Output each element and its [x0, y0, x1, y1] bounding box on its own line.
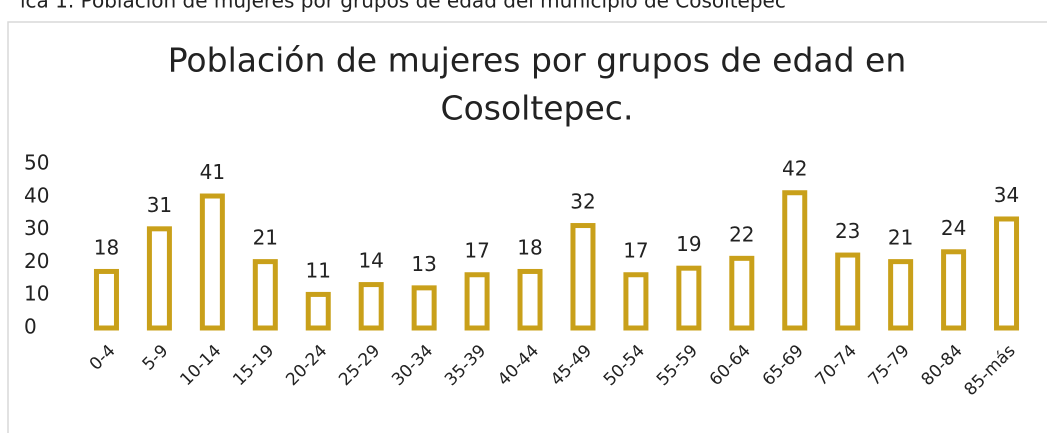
bar	[199, 193, 225, 331]
x-tick-label: 25-29	[335, 341, 384, 390]
bar	[570, 223, 596, 331]
bar	[994, 216, 1020, 331]
value-label: 14	[358, 249, 383, 273]
bar	[517, 268, 543, 331]
x-tick-label: 55-59	[653, 341, 702, 390]
value-label: 13	[411, 252, 436, 276]
bar	[888, 259, 914, 331]
value-label: 19	[676, 232, 701, 256]
chart-title: Población de mujeres por grupos de edad …	[168, 41, 907, 80]
x-tick-label: 10-14	[176, 341, 225, 390]
value-label: 21	[888, 226, 913, 250]
x-tick-label: 75-79	[865, 341, 914, 390]
x-tick-label: 20-24	[282, 341, 331, 390]
bar	[835, 252, 861, 331]
bar	[93, 268, 119, 331]
x-tick-label: 50-54	[600, 341, 649, 390]
x-tick-label: 15-19	[229, 341, 278, 390]
y-tick-label: 50	[24, 151, 49, 175]
value-label: 42	[782, 157, 807, 181]
chart-title: Cosoltepec.	[441, 89, 634, 128]
value-label: 31	[147, 193, 172, 217]
bar	[729, 255, 755, 331]
value-label: 23	[835, 219, 860, 243]
x-tick-label: 30-34	[388, 341, 437, 390]
x-tick-label: 70-74	[812, 341, 861, 390]
bar	[252, 259, 278, 331]
value-label: 17	[464, 239, 489, 263]
bar	[782, 190, 808, 331]
x-tick-label: 0-4	[86, 341, 120, 375]
y-tick-label: 0	[24, 315, 37, 339]
value-label: 32	[570, 190, 595, 214]
bar	[305, 291, 331, 331]
value-label: 11	[306, 258, 331, 282]
x-tick-label: 65-69	[759, 341, 808, 390]
bar	[623, 272, 649, 331]
x-tick-label: 40-44	[494, 341, 543, 390]
value-label: 18	[517, 235, 542, 259]
bar	[146, 226, 172, 331]
bar	[358, 282, 384, 331]
x-tick-label: 5-9	[139, 341, 173, 375]
bar	[464, 272, 490, 331]
x-tick-label: 80-84	[918, 341, 967, 390]
x-tick-label: 45-49	[547, 341, 596, 390]
y-tick-label: 10	[24, 282, 49, 306]
bar	[941, 249, 967, 331]
x-tick-label: 60-64	[706, 341, 755, 390]
bar	[676, 265, 702, 331]
y-tick-label: 30	[24, 216, 49, 240]
value-label: 24	[941, 216, 966, 240]
caption: ica 1. Población de mujeres por grupos d…	[20, 0, 786, 13]
x-tick-label: 85-más	[960, 341, 1019, 400]
value-label: 34	[994, 183, 1019, 207]
y-tick-label: 20	[24, 249, 49, 273]
value-label: 21	[253, 226, 278, 250]
value-label: 18	[94, 235, 119, 259]
value-label: 41	[200, 160, 225, 184]
value-label: 17	[623, 239, 648, 263]
x-tick-label: 35-39	[441, 341, 490, 390]
bar	[411, 285, 437, 331]
y-tick-label: 40	[24, 183, 49, 207]
chart-frame	[7, 21, 1047, 433]
value-label: 22	[729, 222, 754, 246]
